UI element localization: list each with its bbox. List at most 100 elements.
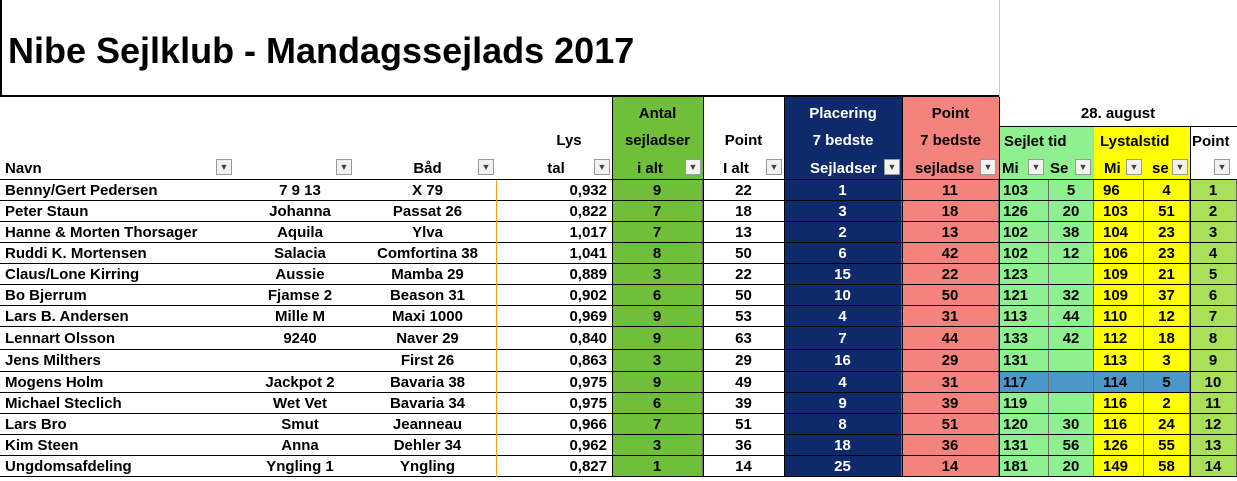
filter-sek-sejlet-button[interactable]: ▼ <box>1075 159 1091 175</box>
cell-point7[interactable]: 11 <box>902 180 999 201</box>
cell-race-point[interactable]: 11 <box>1190 393 1237 414</box>
cell-antal[interactable]: 3 <box>612 264 703 285</box>
filter-min-sejlet-button[interactable]: ▼ <box>1028 159 1044 175</box>
cell-navn[interactable]: Ruddi K. Mortensen <box>5 245 147 262</box>
cell-placering[interactable]: 25 <box>784 456 902 477</box>
cell-point7[interactable]: 22 <box>902 264 999 285</box>
cell-placering[interactable]: 4 <box>784 372 902 393</box>
cell-placering[interactable]: 6 <box>784 243 902 264</box>
cell-lystal-sek[interactable]: 58 <box>1144 456 1190 477</box>
cell-baad[interactable]: Comfortina 38 <box>377 245 478 262</box>
cell-antal[interactable]: 7 <box>612 222 703 243</box>
cell-placering[interactable]: 15 <box>784 264 902 285</box>
cell-lystal-sek[interactable]: 23 <box>1144 222 1190 243</box>
cell-point7[interactable]: 44 <box>902 327 999 350</box>
cell-navn[interactable]: Michael Steclich <box>5 395 122 412</box>
cell-sejlet-min[interactable]: 181 <box>999 456 1049 477</box>
cell-antal[interactable]: 3 <box>612 350 703 372</box>
cell-point[interactable]: 18 <box>735 203 752 220</box>
cell-lystal[interactable]: 0,902 <box>569 287 607 304</box>
cell-sail-number[interactable]: Salacia <box>274 245 326 262</box>
cell-sejlet-sek[interactable]: 5 <box>1049 180 1094 201</box>
cell-lystal-min[interactable]: 126 <box>1094 435 1144 456</box>
cell-point7[interactable]: 13 <box>902 222 999 243</box>
cell-sejlet-sek[interactable] <box>1049 393 1094 414</box>
cell-point[interactable]: 63 <box>735 330 752 347</box>
cell-lystal[interactable]: 0,827 <box>569 458 607 475</box>
cell-lystal[interactable]: 0,966 <box>569 416 607 433</box>
cell-lystal[interactable]: 0,962 <box>569 437 607 454</box>
filter-sail-button[interactable]: ▼ <box>336 159 352 175</box>
cell-baad[interactable]: Ylva <box>412 224 443 241</box>
cell-point[interactable]: 51 <box>735 416 752 433</box>
cell-point[interactable]: 36 <box>735 437 752 454</box>
cell-point[interactable]: 39 <box>735 395 752 412</box>
cell-point[interactable]: 53 <box>735 308 752 325</box>
cell-baad[interactable]: Yngling <box>400 458 455 475</box>
cell-sail-number[interactable]: Aquila <box>277 224 323 241</box>
cell-race-point[interactable]: 13 <box>1190 435 1237 456</box>
cell-point[interactable]: 13 <box>735 224 752 241</box>
cell-point7[interactable]: 31 <box>902 372 999 393</box>
cell-lystal-sek[interactable]: 23 <box>1144 243 1190 264</box>
cell-navn[interactable]: Peter Staun <box>5 203 89 220</box>
cell-antal[interactable]: 8 <box>612 243 703 264</box>
cell-race-point[interactable]: 2 <box>1190 201 1237 222</box>
cell-navn[interactable]: Mogens Holm <box>5 374 104 391</box>
cell-sejlet-min[interactable]: 131 <box>999 350 1049 372</box>
cell-sail-number[interactable]: 7 9 13 <box>279 182 321 199</box>
cell-lystal-min[interactable]: 114 <box>1094 372 1144 393</box>
filter-baad-button[interactable]: ▼ <box>478 159 494 175</box>
cell-sejlet-min[interactable]: 117 <box>999 372 1049 393</box>
cell-baad[interactable]: X 79 <box>412 182 443 199</box>
cell-lystal-min[interactable]: 112 <box>1094 327 1144 350</box>
cell-lystal-min[interactable]: 116 <box>1094 393 1144 414</box>
cell-race-point[interactable]: 4 <box>1190 243 1237 264</box>
filter-navn-button[interactable]: ▼ <box>216 159 232 175</box>
cell-lystal-min[interactable]: 116 <box>1094 414 1144 435</box>
cell-sejlet-min[interactable]: 126 <box>999 201 1049 222</box>
cell-antal[interactable]: 6 <box>612 393 703 414</box>
cell-antal[interactable]: 7 <box>612 201 703 222</box>
cell-sejlet-sek[interactable]: 12 <box>1049 243 1094 264</box>
cell-placering[interactable]: 8 <box>784 414 902 435</box>
cell-antal[interactable]: 9 <box>612 372 703 393</box>
cell-placering[interactable]: 2 <box>784 222 902 243</box>
cell-point7[interactable]: 51 <box>902 414 999 435</box>
cell-navn[interactable]: Lennart Olsson <box>5 330 116 347</box>
cell-sejlet-min[interactable]: 103 <box>999 180 1049 201</box>
cell-lystal-min[interactable]: 109 <box>1094 285 1144 306</box>
cell-race-point[interactable]: 9 <box>1190 350 1237 372</box>
cell-lystal[interactable]: 1,017 <box>569 224 607 241</box>
cell-point7[interactable]: 14 <box>902 456 999 477</box>
cell-point7[interactable]: 29 <box>902 350 999 372</box>
filter-point-race-button[interactable]: ▼ <box>1214 159 1230 175</box>
cell-placering[interactable]: 1 <box>784 180 902 201</box>
cell-antal[interactable]: 9 <box>612 327 703 350</box>
cell-placering[interactable]: 4 <box>784 306 902 327</box>
cell-sejlet-sek[interactable]: 30 <box>1049 414 1094 435</box>
cell-lystal-sek[interactable]: 4 <box>1144 180 1190 201</box>
cell-lystal[interactable]: 0,975 <box>569 374 607 391</box>
cell-sejlet-min[interactable]: 133 <box>999 327 1049 350</box>
cell-sejlet-sek[interactable]: 32 <box>1049 285 1094 306</box>
cell-baad[interactable]: Jeanneau <box>392 416 463 433</box>
cell-point[interactable]: 50 <box>735 245 752 262</box>
cell-sail-number[interactable]: Smut <box>281 416 319 433</box>
cell-navn[interactable]: Lars Bro <box>5 416 67 433</box>
cell-lystal-sek[interactable]: 21 <box>1144 264 1190 285</box>
cell-point[interactable]: 22 <box>735 182 752 199</box>
cell-sail-number[interactable]: Anna <box>281 437 319 454</box>
cell-race-point[interactable]: 7 <box>1190 306 1237 327</box>
cell-sejlet-min[interactable]: 121 <box>999 285 1049 306</box>
cell-point[interactable]: 49 <box>735 374 752 391</box>
cell-sejlet-min[interactable]: 119 <box>999 393 1049 414</box>
cell-lystal-min[interactable]: 96 <box>1094 180 1144 201</box>
cell-race-point[interactable]: 1 <box>1190 180 1237 201</box>
cell-antal[interactable]: 9 <box>612 180 703 201</box>
cell-antal[interactable]: 6 <box>612 285 703 306</box>
cell-point7[interactable]: 39 <box>902 393 999 414</box>
cell-lystal-sek[interactable]: 12 <box>1144 306 1190 327</box>
cell-race-point[interactable]: 10 <box>1190 372 1237 393</box>
cell-sejlet-sek[interactable]: 56 <box>1049 435 1094 456</box>
